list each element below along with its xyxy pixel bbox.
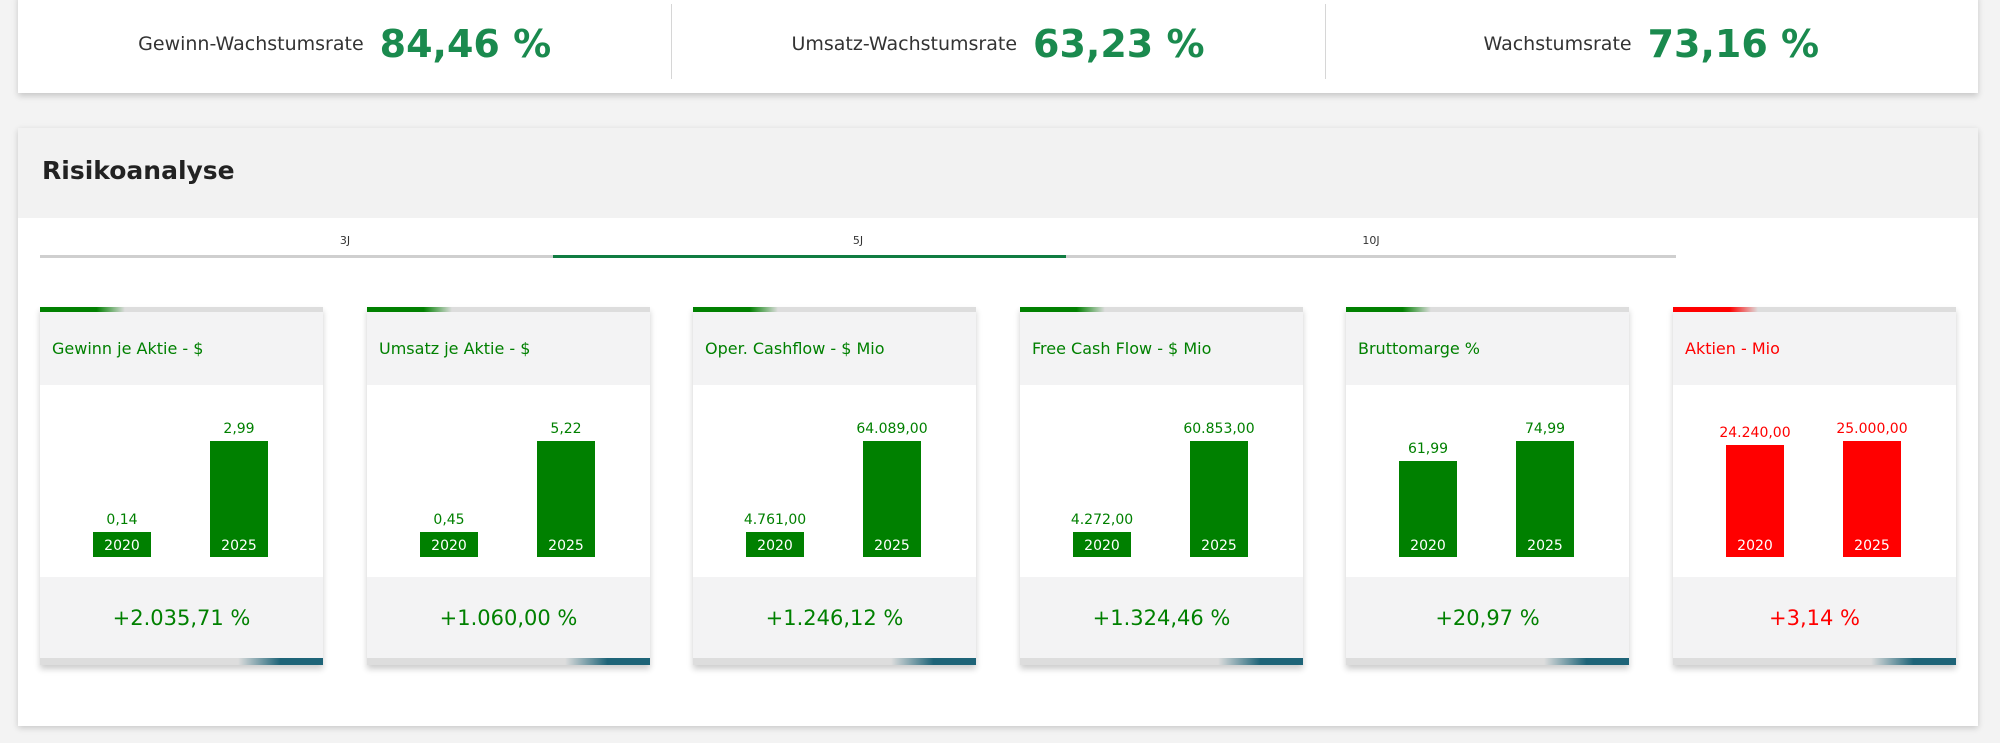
bar-2020: 2020 bbox=[1073, 532, 1131, 557]
card-title: Bruttomarge % bbox=[1358, 339, 1481, 358]
kpi-label: Umsatz-Wachstumsrate bbox=[791, 32, 1018, 55]
card-title: Aktien - Mio bbox=[1685, 339, 1780, 358]
kpi-label: Gewinn-Wachstumsrate bbox=[138, 32, 364, 55]
metric-card: Bruttomarge % 2020 61,99 2025 74,99 +20,97 … bbox=[1346, 307, 1629, 665]
metric-card: Free Cash Flow - $ Mio 2020 4.272,00 2025 6… bbox=[1020, 307, 1303, 665]
bar-2020: 2020 bbox=[93, 532, 151, 557]
card-bottom-bar bbox=[1020, 658, 1303, 665]
kpi-value: 84,46 % bbox=[379, 21, 552, 66]
bar-2025: 2025 bbox=[863, 441, 921, 557]
bar-2020: 2020 bbox=[420, 532, 478, 557]
status-bar bbox=[40, 307, 323, 312]
kpi-value: 73,16 % bbox=[1647, 21, 1820, 66]
bar-2025: 2025 bbox=[210, 441, 268, 557]
change-value: +1.246,12 % bbox=[765, 605, 904, 630]
bar-value-label: 5,22 bbox=[550, 421, 582, 437]
tab-10j[interactable]: 10J bbox=[1066, 234, 1676, 258]
card-bottom-bar bbox=[40, 658, 323, 665]
bar-value-label: 64.089,00 bbox=[856, 421, 928, 437]
status-bar bbox=[1020, 307, 1303, 312]
bar-value-label: 0,45 bbox=[433, 512, 465, 528]
bar-2020: 2020 bbox=[1726, 444, 1784, 557]
bar-chart: 2020 4.761,00 2025 64.089,00 bbox=[693, 385, 976, 577]
bar-value-label: 60.853,00 bbox=[1183, 421, 1255, 437]
bar-chart: 2020 24.240,00 2025 25.000,00 bbox=[1673, 385, 1956, 577]
tab-3j[interactable]: 3J bbox=[40, 234, 650, 258]
card-bottom-bar bbox=[367, 658, 650, 665]
status-bar bbox=[693, 307, 976, 312]
risk-analysis-panel: Risikoanalyse 3J 5J 10J Gewinn je Aktie - … bbox=[18, 128, 1978, 726]
tab-5j[interactable]: 5J bbox=[553, 234, 1163, 258]
bar-value-label: 25.000,00 bbox=[1836, 421, 1908, 437]
change-value: +2.035,71 % bbox=[112, 605, 251, 630]
bar-value-label: 61,99 bbox=[1407, 441, 1449, 458]
change-value: +20,97 % bbox=[1435, 605, 1540, 630]
kpi-profit-growth: Gewinn-Wachstumsrate 84,46 % bbox=[18, 0, 671, 93]
panel-title: Risikoanalyse bbox=[18, 128, 1978, 218]
bar-2020: 2020 bbox=[746, 532, 804, 557]
card-bottom-bar bbox=[693, 658, 976, 665]
bar-value-label: 24.240,00 bbox=[1719, 424, 1791, 441]
kpi-value: 63,23 % bbox=[1033, 21, 1205, 66]
metric-card: Umsatz je Aktie - $ 2020 0,45 2025 5,22 +1.… bbox=[367, 307, 650, 665]
bar-value-label: 74,99 bbox=[1524, 421, 1566, 437]
metric-card: Gewinn je Aktie - $ 2020 0,14 2025 2,99 +2.… bbox=[40, 307, 323, 665]
bar-2025: 2025 bbox=[537, 441, 595, 557]
change-value: +1.324,46 % bbox=[1092, 605, 1231, 630]
bar-2025: 2025 bbox=[1190, 441, 1248, 557]
card-title: Free Cash Flow - $ Mio bbox=[1032, 339, 1212, 358]
bar-chart: 2020 0,45 2025 5,22 bbox=[367, 385, 650, 577]
status-bar bbox=[1346, 307, 1629, 312]
bar-value-label: 4.272,00 bbox=[1070, 512, 1134, 528]
bar-chart: 2020 61,99 2025 74,99 bbox=[1346, 385, 1629, 577]
bar-chart: 2020 0,14 2025 2,99 bbox=[40, 385, 323, 577]
bar-value-label: 4.761,00 bbox=[743, 512, 807, 528]
change-value: +3,14 % bbox=[1769, 605, 1860, 630]
card-bottom-bar bbox=[1346, 658, 1629, 665]
card-title: Oper. Cashflow - $ Mio bbox=[705, 339, 885, 358]
card-title: Umsatz je Aktie - $ bbox=[379, 339, 531, 358]
metric-card: Aktien - Mio 2020 24.240,00 2025 25.000,00 … bbox=[1673, 307, 1956, 665]
bar-value-label: 0,14 bbox=[106, 512, 138, 528]
bar-value-label: 2,99 bbox=[223, 421, 255, 437]
metric-card: Oper. Cashflow - $ Mio 2020 4.761,00 2025 6… bbox=[693, 307, 976, 665]
card-title: Gewinn je Aktie - $ bbox=[52, 339, 204, 358]
kpi-summary: Gewinn-Wachstumsrate 84,46 % Umsatz-Wachs… bbox=[18, 0, 1978, 93]
bar-2020: 2020 bbox=[1399, 461, 1457, 557]
bar-chart: 2020 4.272,00 2025 60.853,00 bbox=[1020, 385, 1303, 577]
card-bottom-bar bbox=[1673, 658, 1956, 665]
bar-2025: 2025 bbox=[1843, 441, 1901, 557]
kpi-growth: Wachstumsrate 73,16 % bbox=[1324, 0, 1978, 93]
status-bar bbox=[1673, 307, 1956, 312]
bar-2025: 2025 bbox=[1516, 441, 1574, 557]
change-value: +1.060,00 % bbox=[439, 605, 578, 630]
kpi-label: Wachstumsrate bbox=[1483, 32, 1632, 55]
status-bar bbox=[367, 307, 650, 312]
kpi-revenue-growth: Umsatz-Wachstumsrate 63,23 % bbox=[671, 0, 1324, 93]
